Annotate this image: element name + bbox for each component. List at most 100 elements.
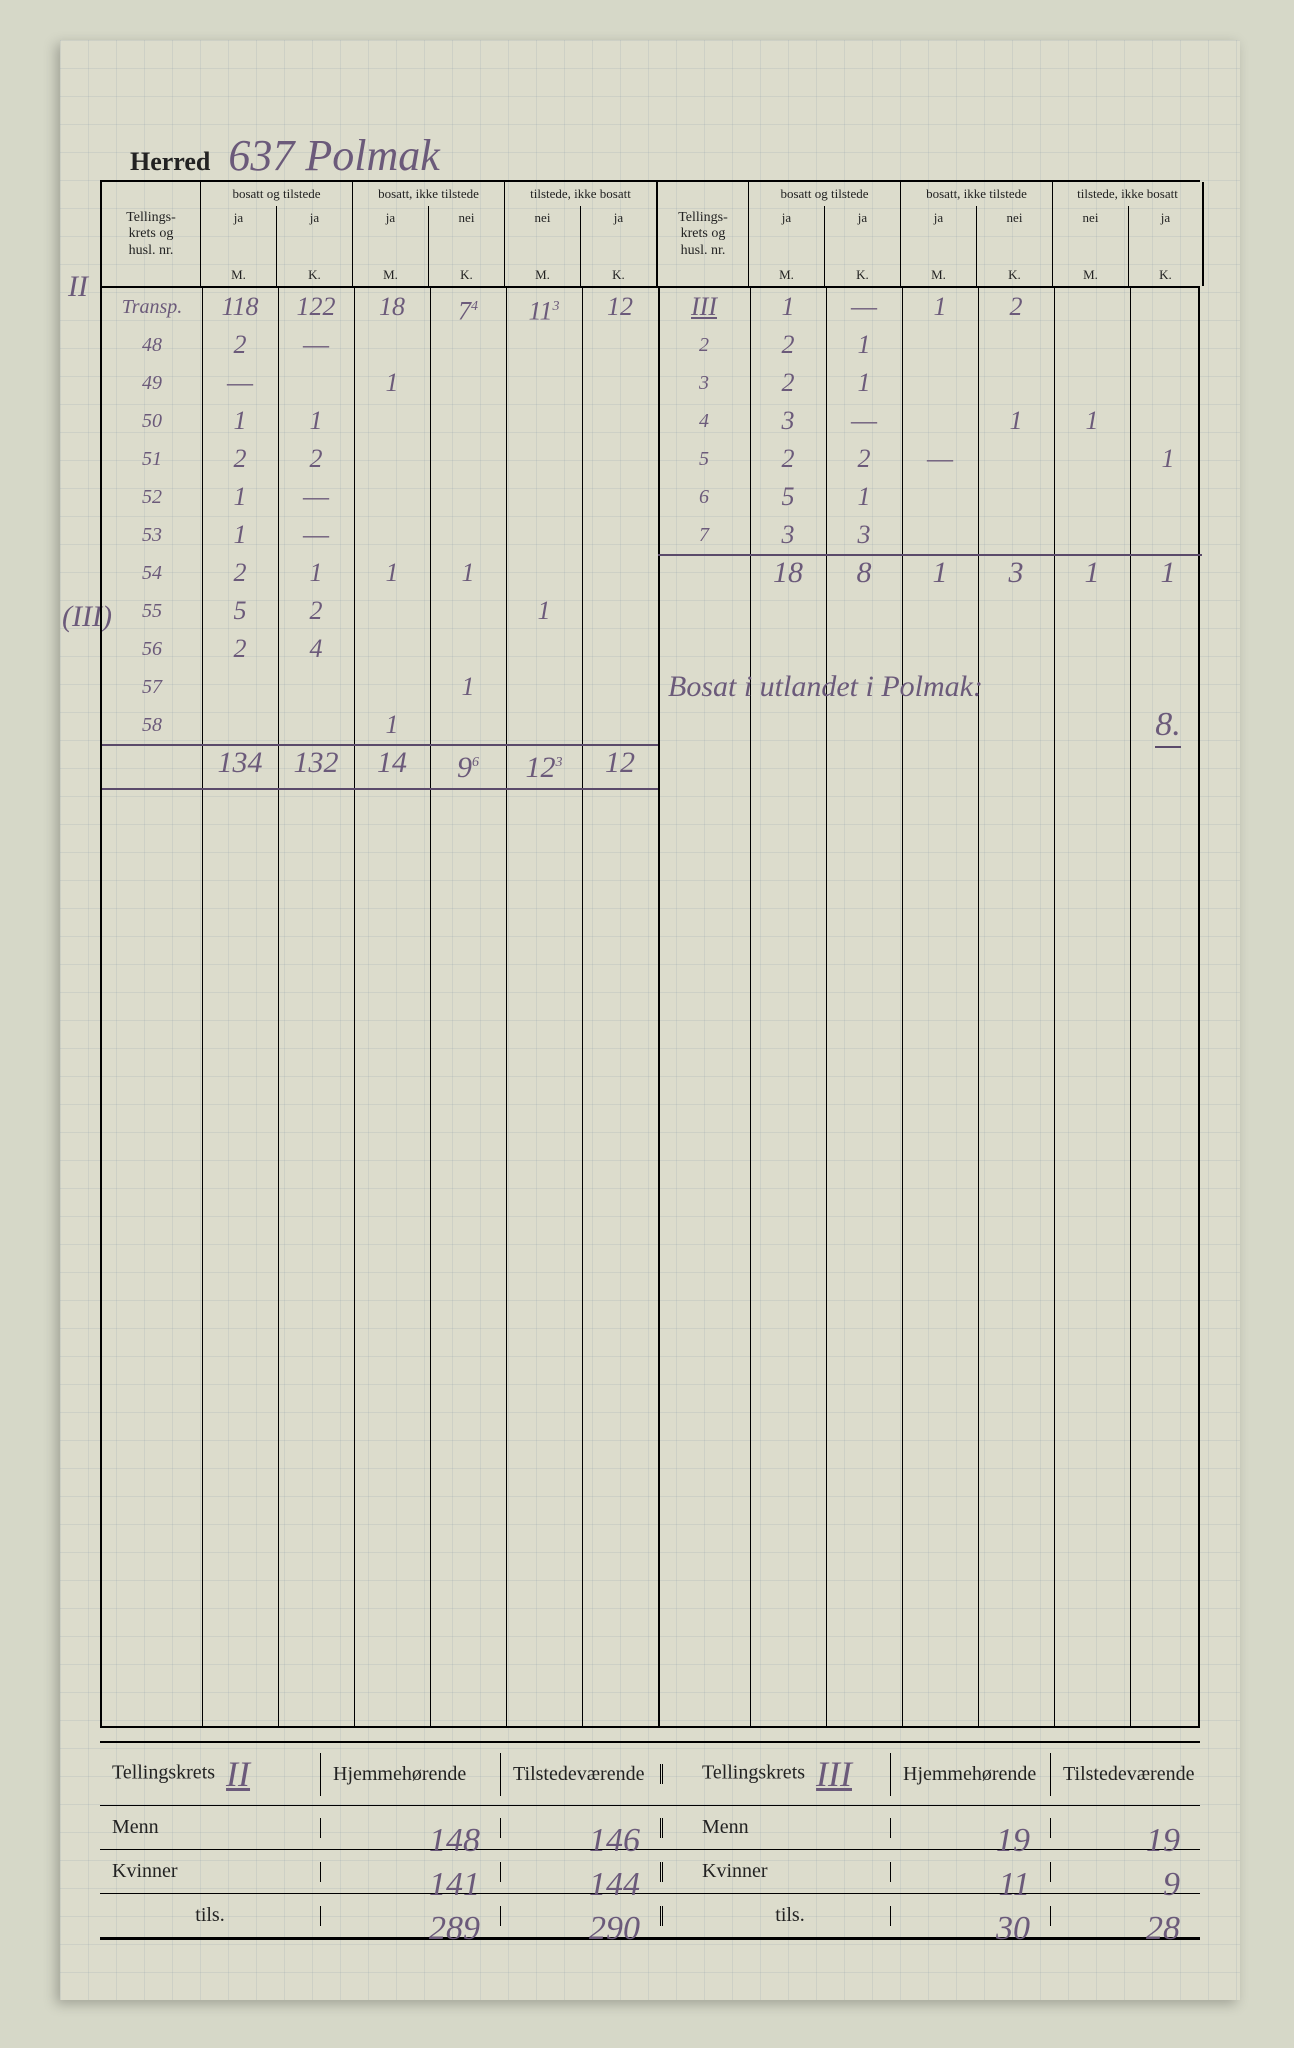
cell — [430, 440, 506, 478]
cell: 1 — [430, 668, 506, 706]
fval: 28 — [1050, 1906, 1200, 1926]
cell: 1 — [202, 402, 278, 440]
r-total: 1 — [1054, 554, 1130, 592]
cell: 1 — [506, 592, 582, 630]
fval: 11 — [890, 1862, 1050, 1882]
data-row: 57 1 Bosat i utlandet i Polmak: — [102, 668, 1198, 706]
cell — [430, 402, 506, 440]
ja: ja — [200, 206, 276, 264]
cell — [582, 478, 658, 516]
k: K. — [976, 264, 1052, 286]
cell: 1 — [978, 402, 1054, 440]
cell: 1 — [278, 554, 354, 592]
fval: 19 — [1050, 1818, 1200, 1838]
data-area: Transp. 118 122 18 74 113 12 III 1 — 1 2 — [100, 288, 1200, 1728]
cell: — — [278, 478, 354, 516]
r-total: 1 — [902, 554, 978, 592]
cell — [750, 706, 826, 748]
cell — [1054, 326, 1130, 364]
herred-value: 637 Polmak — [228, 130, 439, 181]
cell — [1130, 364, 1206, 402]
data-row: 49 — 1 3 2 1 — [102, 364, 1198, 402]
fval: 148 — [320, 1818, 500, 1838]
nei: nei — [504, 206, 580, 264]
cell: 113 — [506, 288, 582, 331]
l-total: 134 — [202, 744, 278, 788]
cell — [506, 630, 582, 668]
cell — [1054, 630, 1130, 668]
cell — [978, 478, 1054, 516]
cell — [430, 326, 506, 364]
cell — [102, 744, 202, 788]
fval: 141 — [320, 1862, 500, 1882]
cell: 4 — [278, 630, 354, 668]
cell — [750, 744, 826, 788]
ch-g3r: tilstede, ikke bosatt — [1052, 182, 1204, 206]
r-total: 8 — [826, 554, 902, 592]
f-menn: Menn — [100, 1806, 320, 1849]
l-total: 123 — [506, 744, 582, 788]
cell — [902, 478, 978, 516]
row-nr: Transp. — [102, 288, 202, 331]
cell — [1054, 440, 1130, 478]
cell — [978, 706, 1054, 748]
footer-kvinner-row: Kvinner 141 144 Kvinner 11 9 — [100, 1850, 1200, 1894]
cell — [582, 402, 658, 440]
cell — [430, 364, 506, 402]
cell: 1 — [202, 516, 278, 554]
cell — [278, 668, 354, 706]
f-tk-val-l: II — [226, 1754, 250, 1794]
cell — [430, 706, 506, 748]
row-nr-r: III — [658, 288, 750, 331]
row-nr-r: 3 — [658, 364, 750, 402]
ja: ja — [1128, 206, 1204, 264]
cell: — — [826, 402, 902, 440]
cell — [202, 668, 278, 706]
cell — [506, 402, 582, 440]
cell — [1130, 744, 1206, 788]
m: M. — [1052, 264, 1128, 286]
ch-g3: tilstede, ikke bosatt — [504, 182, 656, 206]
nei: nei — [1052, 206, 1128, 264]
cell — [1054, 592, 1130, 630]
ch-tk-label: Tellings- krets og husl. nr. — [100, 206, 200, 264]
m: M. — [352, 264, 428, 286]
divider — [660, 1906, 690, 1926]
cell: 1 — [430, 554, 506, 592]
data-row: 56 2 4 — [102, 630, 1198, 668]
row-nr-r: 5 — [658, 440, 750, 478]
r-total: 3 — [978, 554, 1054, 592]
cell — [582, 706, 658, 748]
cell — [750, 630, 826, 668]
row-nr: 56 — [102, 630, 202, 668]
ch-tellingskrets-r — [656, 182, 748, 206]
cell: 2 — [750, 326, 826, 364]
row-nr: 57 — [102, 668, 202, 706]
note-value: 8. — [1130, 706, 1206, 748]
cell: 2 — [202, 554, 278, 592]
cell — [1130, 592, 1206, 630]
row-nr: 49 — [102, 364, 202, 402]
column-group-headers: bosatt og tilstede bosatt, ikke tilstede… — [100, 180, 1200, 206]
fval: 289 — [320, 1906, 500, 1926]
f-menn-r: Menn — [690, 1806, 890, 1849]
cell — [506, 326, 582, 364]
cell: 1 — [826, 478, 902, 516]
row-nr: 51 — [102, 440, 202, 478]
cell — [902, 592, 978, 630]
cell — [430, 630, 506, 668]
m: M. — [504, 264, 580, 286]
cell: 118 — [202, 288, 278, 331]
cell — [1054, 288, 1130, 331]
cell: 74 — [430, 288, 506, 331]
cell — [582, 364, 658, 402]
ch-tellingskrets — [100, 182, 200, 206]
fval: 30 — [890, 1906, 1050, 1926]
cell — [1130, 288, 1206, 331]
cell — [826, 592, 902, 630]
cell — [658, 554, 750, 592]
m: M. — [748, 264, 824, 286]
cell: 1 — [902, 288, 978, 331]
column-janei: Tellings- krets og husl. nr. ja ja ja ne… — [100, 206, 1200, 264]
cell — [354, 402, 430, 440]
